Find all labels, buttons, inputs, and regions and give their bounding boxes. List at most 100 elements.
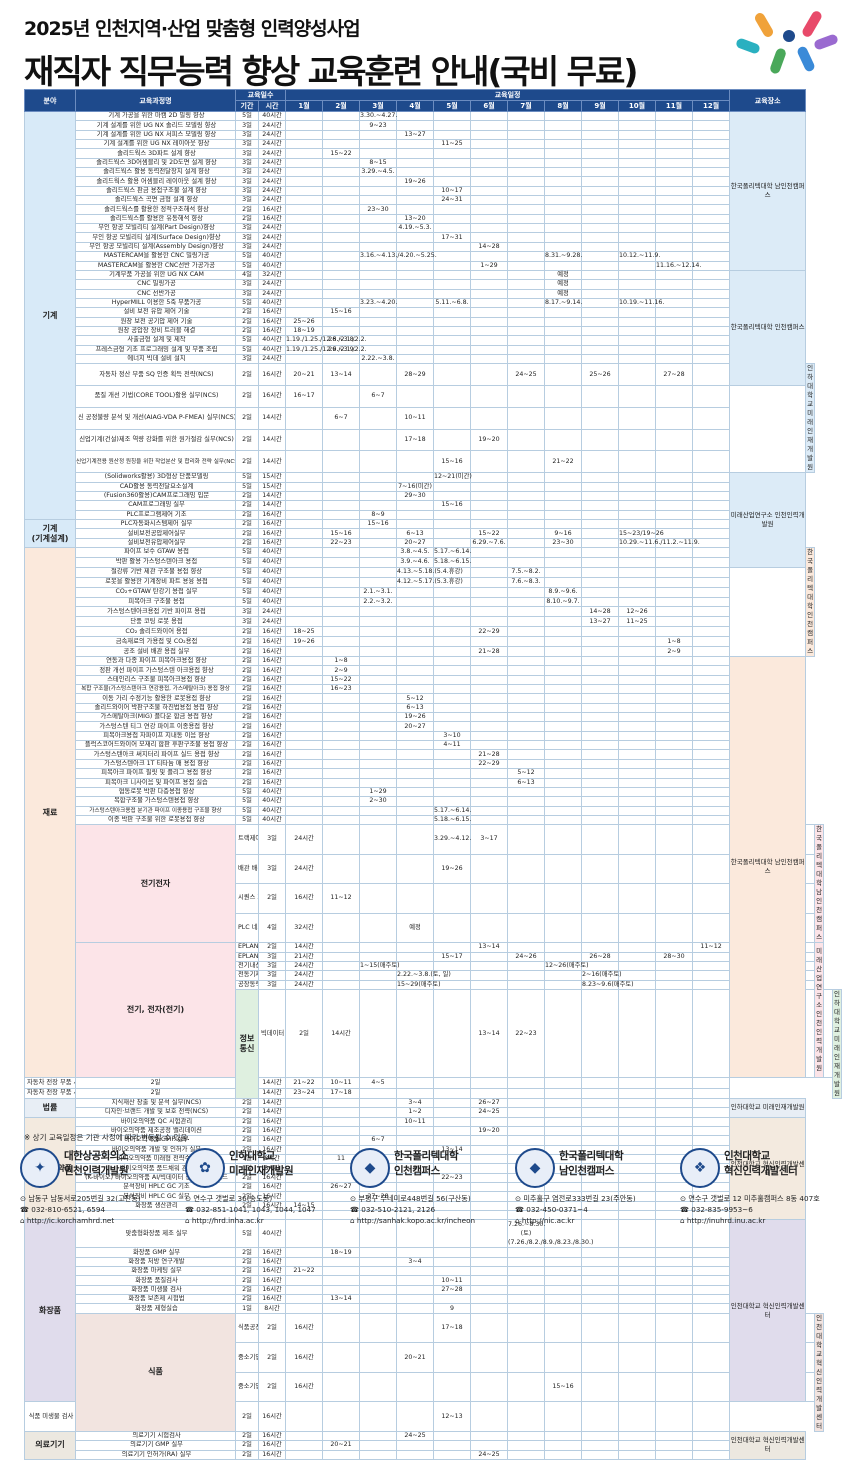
course-name: 자동차 전장 부품 시스템 결과 분석 실무	[24, 1087, 76, 1099]
month-cell: 3.29.~4.5.	[359, 167, 398, 178]
month-cell	[655, 490, 694, 502]
course-name: 신업기계전용 원산정 원칭을 위한 작업분산 및 합리화 전략 실무(NCS)	[75, 450, 236, 474]
month-cell	[470, 556, 509, 568]
month-cell	[655, 472, 694, 483]
course-hours: 16시간	[257, 528, 287, 539]
month-cell	[655, 749, 694, 760]
month-cell	[433, 204, 472, 215]
month-cell	[470, 204, 509, 215]
org-website[interactable]: ⌂ http://ic.korchamhrd.net	[20, 1216, 115, 1225]
course-name: 파이프 보수 GTAW 용접	[75, 547, 236, 558]
month-cell	[285, 566, 324, 578]
month-cell	[692, 1087, 731, 1099]
course-days: 3일	[235, 241, 259, 253]
address-text: 연수구 갯벌로 12 미추홀캠퍼스 8동 407호	[688, 1194, 820, 1203]
month-cell	[396, 509, 435, 521]
month-cell	[322, 232, 361, 243]
month-cell	[359, 363, 398, 387]
month-cell	[359, 721, 398, 732]
month-cell	[544, 1247, 583, 1258]
month-cell	[396, 139, 435, 150]
org-website[interactable]: ⌂ http://nic.ac.kr	[515, 1216, 575, 1225]
course-name: 화장품 미생물 검사	[75, 1284, 236, 1296]
month-cell: 6~13	[507, 777, 546, 788]
month-cell	[285, 616, 324, 628]
month-cell	[359, 129, 398, 141]
org-logo-icon: ✦	[20, 1148, 60, 1188]
field-cell: 전기, 전자(전기)	[75, 942, 236, 1079]
month-cell	[285, 481, 324, 492]
month-cell	[692, 606, 731, 618]
month-cell	[470, 288, 509, 299]
month-cell	[433, 490, 472, 502]
month-cell	[396, 316, 435, 327]
website-link[interactable]: http://inuhrd.inu.ac.kr	[686, 1216, 766, 1225]
month-cell	[581, 223, 620, 234]
month-cell	[470, 853, 509, 885]
org-logo-icon: ✿	[185, 1148, 225, 1188]
field-cell: 식품	[75, 1312, 236, 1432]
month-cell	[544, 472, 583, 483]
month-cell	[285, 777, 324, 788]
course-hours: 40시간	[257, 547, 287, 558]
month-cell	[470, 167, 509, 178]
month-cell	[322, 288, 361, 299]
month-cell	[359, 1266, 398, 1277]
month-cell	[692, 1247, 731, 1258]
website-link[interactable]: http://nic.ac.kr	[521, 1216, 575, 1225]
month-cell: 7~16(미간)	[396, 481, 435, 492]
month-cell	[285, 428, 324, 452]
month-cell: 19~20	[470, 1125, 509, 1137]
website-link[interactable]: http://ic.korchamhrd.net	[26, 1216, 115, 1225]
month-cell	[581, 665, 620, 676]
month-cell	[322, 547, 361, 558]
org-info: ⊙ 연수구 갯벌로 36(송도동) ☎ 032-851-1041, 1043, 1…	[185, 1193, 316, 1226]
course-name: 기계 설계를 위한 UG NX 레이아웃 향상	[75, 139, 236, 150]
month-cell	[544, 1275, 583, 1286]
month-cell	[581, 176, 620, 187]
course-name: 솔리드와이어 박판구조물 하진법용접 용접 향상	[75, 702, 236, 714]
month-cell	[618, 1401, 657, 1432]
month-cell	[618, 988, 657, 1079]
month-cell	[433, 251, 472, 262]
month-cell	[396, 148, 435, 159]
org-website[interactable]: ⌂ http://inuhrd.inu.ac.kr	[680, 1216, 766, 1225]
month-cell	[507, 656, 546, 667]
org-website[interactable]: ⌂ http://hrd.inha.ac.kr	[185, 1216, 264, 1225]
month-cell	[285, 213, 324, 225]
table-row: 품질 개선 기법(CORE TOOL)활용 실무(NCS) 2일 16시간 16~17…	[25, 385, 842, 408]
month-cell	[581, 195, 620, 206]
month-cell	[285, 110, 324, 122]
course-hours: 14시간	[257, 1077, 287, 1089]
month-cell	[618, 758, 657, 770]
website-link[interactable]: http://sanhak.kopo.ac.kr/incheon	[356, 1216, 476, 1225]
month-cell: 3~4	[396, 1256, 435, 1268]
month-cell	[581, 528, 620, 539]
course-hours: 14시간	[257, 428, 287, 452]
course-days: 5일	[235, 786, 259, 798]
course-name: 피복아크용접 자파이프 지내동 이음 향상	[75, 730, 236, 742]
course-hours: 14시간	[257, 450, 287, 474]
course-days: 2일	[235, 1135, 259, 1146]
th-month: 1월	[285, 100, 324, 112]
month-cell	[655, 1371, 694, 1403]
month-cell	[359, 814, 398, 826]
month-cell	[359, 1116, 398, 1127]
month-cell	[618, 1247, 657, 1258]
org-website[interactable]: ⌂ http://sanhak.kopo.ac.kr/incheon	[350, 1216, 476, 1225]
course-hours: 24시간	[285, 853, 324, 885]
month-cell	[322, 223, 361, 234]
month-cell	[581, 307, 620, 318]
month-cell	[470, 979, 509, 990]
table-row: 에너지 빅데 설비 설치 3일 24시간 2.22.~3.8.	[25, 353, 842, 365]
month-cell	[322, 251, 361, 262]
month-cell	[618, 1077, 657, 1089]
org-name: 인하대학교 미래인재개발원	[229, 1149, 294, 1179]
table-row: 철강류 기반 제관 구조물 용접 향상 5일 40시간 4.13.~5.18.(5.4…	[25, 566, 842, 578]
course-name: 스테인리스 구조물 피복아크용접 향상	[75, 674, 236, 686]
website-link[interactable]: http://hrd.inha.ac.kr	[191, 1216, 264, 1225]
th-month: 12월	[692, 100, 731, 112]
month-cell	[692, 566, 731, 578]
month-cell	[692, 241, 731, 253]
course-name: 신업기계(건설)제조 역량 강화를 위한 원가절감 실무(NCS)	[75, 428, 236, 452]
